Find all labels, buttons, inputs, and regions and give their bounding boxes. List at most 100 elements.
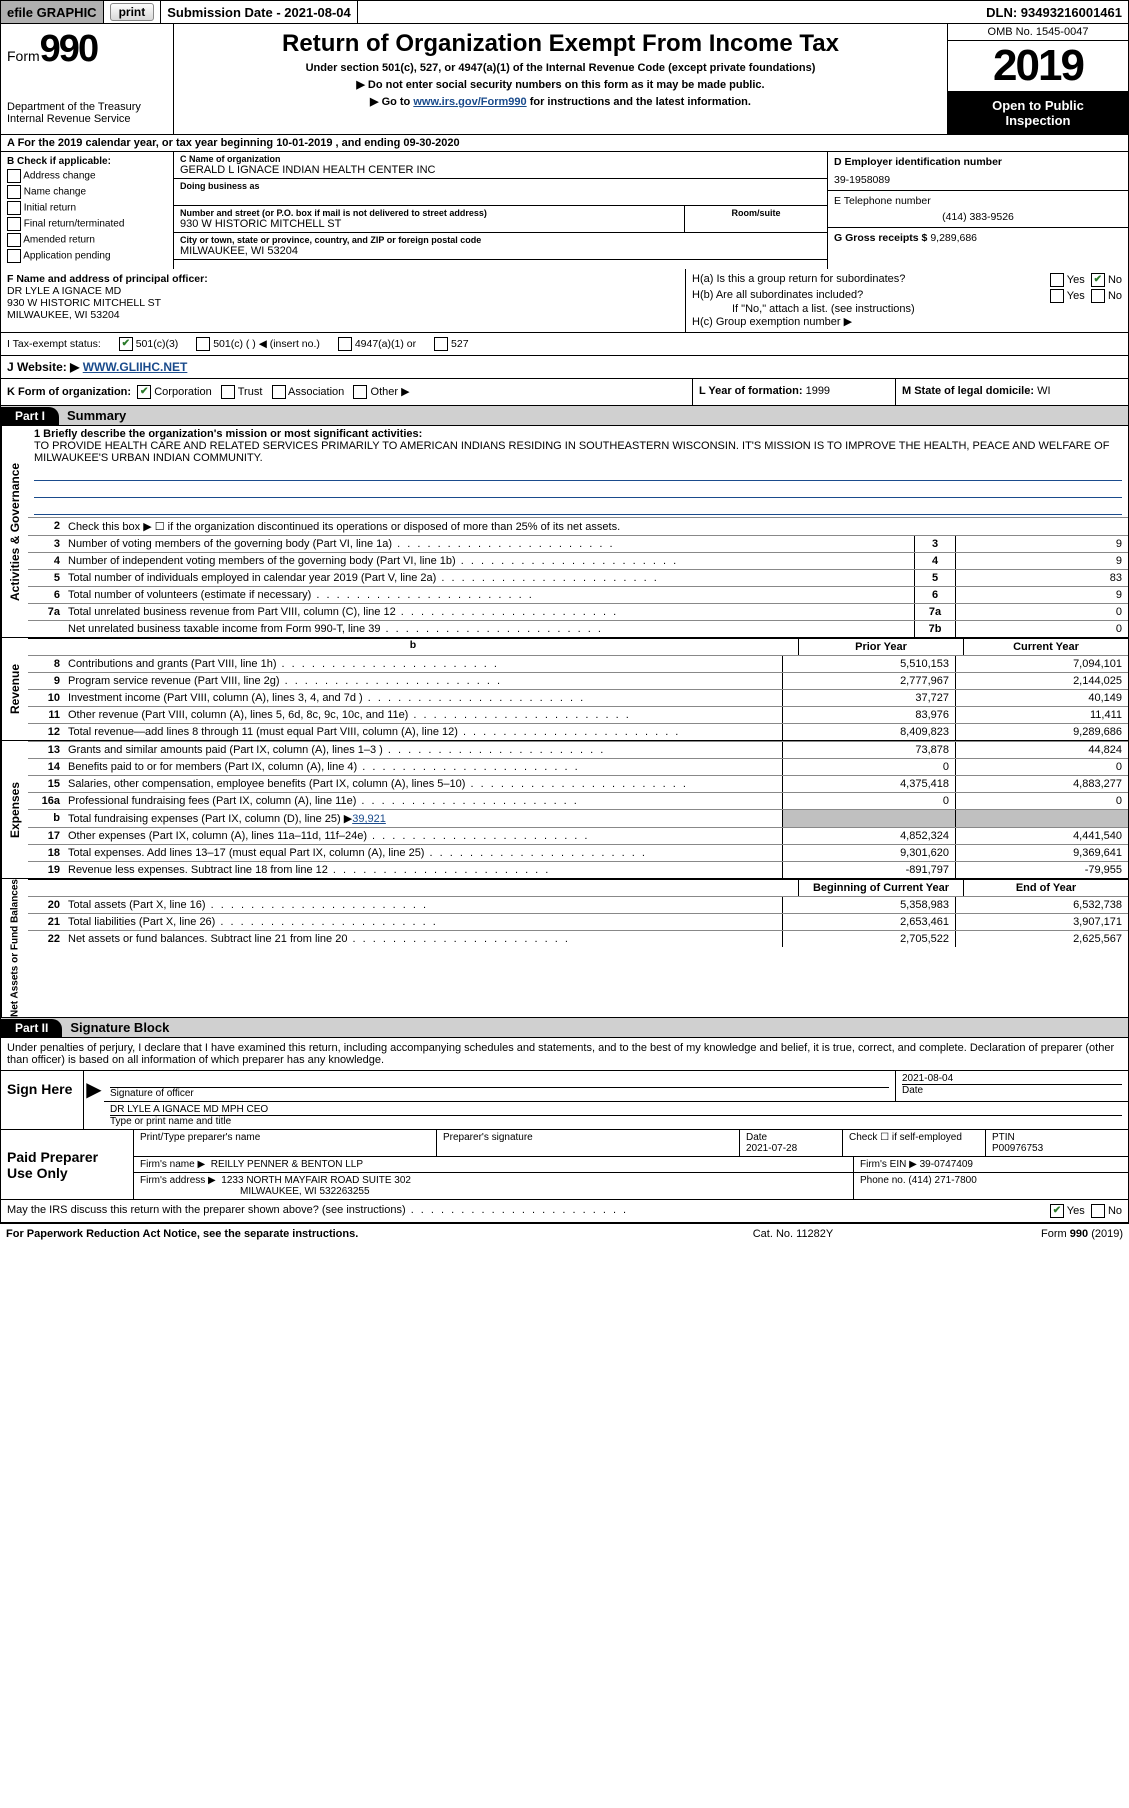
line-text: Total number of individuals employed in …: [64, 570, 914, 586]
officer-addr1: 930 W HISTORIC MITCHELL ST: [7, 297, 679, 309]
prep-date: 2021-07-28: [746, 1143, 797, 1154]
line-value: 0: [955, 604, 1128, 620]
hdr-prior-year: Prior Year: [798, 639, 963, 655]
omb-number: OMB No. 1545-0047: [948, 24, 1128, 41]
line-num: 13: [28, 742, 64, 758]
prior-year-value: 9,301,620: [782, 845, 955, 861]
prior-year-value: 2,777,967: [782, 673, 955, 689]
ha-yes[interactable]: [1050, 273, 1064, 287]
current-year-value: 2,625,567: [955, 931, 1128, 947]
chk-amended[interactable]: Amended return: [7, 233, 167, 247]
gross-receipts-value: 9,289,686: [930, 232, 977, 244]
chk-501c3[interactable]: [119, 337, 133, 351]
current-year-value: 4,441,540: [955, 828, 1128, 844]
chk-501c[interactable]: [196, 337, 210, 351]
firm-addr-label: Firm's address ▶: [140, 1175, 216, 1186]
net-line-22: 22Net assets or fund balances. Subtract …: [28, 930, 1128, 947]
state-domicile: WI: [1037, 385, 1050, 397]
box-b-label: B Check if applicable:: [7, 156, 167, 167]
ha-label: H(a) Is this a group return for subordin…: [692, 273, 1050, 287]
prior-year-value: 2,653,461: [782, 914, 955, 930]
form-subtitle-2b: ▶ Go to www.irs.gov/Form990 for instruct…: [182, 95, 939, 108]
form-subtitle-1: Under section 501(c), 527, or 4947(a)(1)…: [182, 62, 939, 74]
signature-label: Signature of officer: [110, 1087, 889, 1099]
footer: For Paperwork Reduction Act Notice, see …: [0, 1223, 1129, 1244]
org-name-label: C Name of organization: [180, 154, 821, 164]
line-box: 7b: [914, 621, 955, 637]
ein-value: 39-1958089: [834, 174, 1122, 186]
hb-label: H(b) Are all subordinates included?: [692, 289, 1050, 303]
chk-address-change[interactable]: Address change: [7, 169, 167, 183]
prior-year-value: 0: [782, 793, 955, 809]
website-link[interactable]: WWW.GLIIHC.NET: [83, 360, 188, 374]
city-label: City or town, state or province, country…: [180, 235, 821, 245]
line-text: Benefits paid to or for members (Part IX…: [64, 759, 782, 775]
print-button[interactable]: print: [110, 3, 155, 21]
line-box: 7a: [914, 604, 955, 620]
prior-year-value: 37,727: [782, 690, 955, 706]
chk-initial-return[interactable]: Initial return: [7, 201, 167, 215]
line-value: 0: [955, 621, 1128, 637]
chk-application-pending[interactable]: Application pending: [7, 249, 167, 263]
line-num: 15: [28, 776, 64, 792]
discuss-no[interactable]: [1091, 1204, 1105, 1218]
hb-yes[interactable]: [1050, 289, 1064, 303]
firm-phone: (414) 271-7800: [908, 1175, 976, 1186]
current-year-value: 9,289,686: [955, 724, 1128, 740]
fundraising-link[interactable]: 39,921: [352, 813, 386, 825]
section-revenue: Revenue bPrior YearCurrent Year 8Contrib…: [0, 638, 1129, 741]
sign-here-label: Sign Here: [1, 1071, 84, 1129]
line-text: Net unrelated business taxable income fr…: [64, 621, 914, 637]
prior-year-value: -891,797: [782, 862, 955, 878]
line-num: 16a: [28, 793, 64, 809]
row-j: J Website: ▶ WWW.GLIIHC.NET: [0, 356, 1129, 379]
current-year-value: 4,883,277: [955, 776, 1128, 792]
prior-year-value: 2,705,522: [782, 931, 955, 947]
line1-label: 1 Briefly describe the organization's mi…: [34, 428, 1122, 440]
ein-label: D Employer identification number: [834, 156, 1122, 168]
tab-activities: Activities & Governance: [1, 426, 28, 637]
dept-irs: Internal Revenue Service: [7, 113, 167, 125]
part1-header: Part I Summary: [0, 406, 1129, 426]
current-year-value: 11,411: [955, 707, 1128, 723]
chk-final-return[interactable]: Final return/terminated: [7, 217, 167, 231]
part1-title: Summary: [59, 406, 134, 425]
chk-other[interactable]: [353, 385, 367, 399]
box-h: H(a) Is this a group return for subordin…: [686, 269, 1128, 332]
header-left: Form990 Department of the Treasury Inter…: [1, 24, 174, 134]
exp-line-18: 18Total expenses. Add lines 13–17 (must …: [28, 844, 1128, 861]
rev-line-9: 9Program service revenue (Part VIII, lin…: [28, 672, 1128, 689]
chk-assoc[interactable]: [272, 385, 286, 399]
officer-addr2: MILWAUKEE, WI 53204: [7, 309, 679, 321]
hb-no[interactable]: [1091, 289, 1105, 303]
ha-no[interactable]: [1091, 273, 1105, 287]
gov-line-5: 5Total number of individuals employed in…: [28, 569, 1128, 586]
firm-ein-label: Firm's EIN ▶: [860, 1159, 917, 1170]
dln: DLN: 93493216001461: [980, 1, 1128, 23]
box-b: B Check if applicable: Address change Na…: [1, 152, 174, 269]
line-num: 11: [28, 707, 64, 723]
line-num: 21: [28, 914, 64, 930]
chk-corp[interactable]: [137, 385, 151, 399]
exp-line-14: 14Benefits paid to or for members (Part …: [28, 758, 1128, 775]
prior-year-value: 4,852,324: [782, 828, 955, 844]
form990-link[interactable]: www.irs.gov/Form990: [413, 96, 526, 108]
exp-line-13: 13Grants and similar amounts paid (Part …: [28, 741, 1128, 758]
line-box: 5: [914, 570, 955, 586]
line-text: Total fundraising expenses (Part IX, col…: [64, 810, 782, 827]
state-domicile-label: M State of legal domicile:: [902, 385, 1034, 397]
chk-trust[interactable]: [221, 385, 235, 399]
line-text: Investment income (Part VIII, column (A)…: [64, 690, 782, 706]
discuss-yes[interactable]: [1050, 1204, 1064, 1218]
line-box: 3: [914, 536, 955, 552]
chk-527[interactable]: [434, 337, 448, 351]
chk-name-change[interactable]: Name change: [7, 185, 167, 199]
form-subtitle-2a: ▶ Do not enter social security numbers o…: [182, 78, 939, 91]
header-mid: Return of Organization Exempt From Incom…: [174, 24, 947, 134]
chk-4947[interactable]: [338, 337, 352, 351]
line-text: Number of independent voting members of …: [64, 553, 914, 569]
box-c: C Name of organization GERALD L IGNACE I…: [174, 152, 827, 269]
tax-year: 2019: [948, 41, 1128, 92]
row-a-tax-year: A For the 2019 calendar year, or tax yea…: [0, 135, 1129, 152]
tab-expenses: Expenses: [1, 741, 28, 878]
